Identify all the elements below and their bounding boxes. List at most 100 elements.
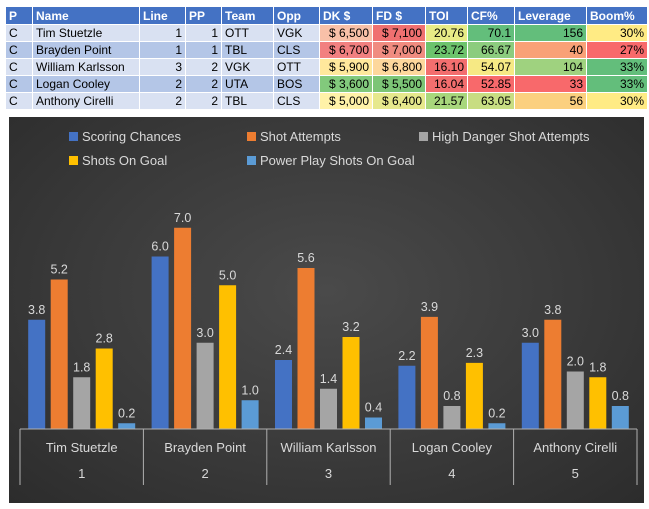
cell-toi: 21.57 xyxy=(425,92,468,110)
cell-line: 1 xyxy=(139,41,186,59)
bar-shots-on-goal xyxy=(342,337,360,429)
data-label: 3.0 xyxy=(196,326,213,340)
cell-opp: VGK xyxy=(273,24,320,42)
header-cf-pct: CF% xyxy=(467,6,515,25)
legend-label: Scoring Chances xyxy=(82,129,181,144)
cell-leverage: 56 xyxy=(514,92,587,110)
cell-toi: 20.76 xyxy=(425,24,468,42)
bar-power-play-shots-on-goal xyxy=(241,400,259,429)
cell-pp: 1 xyxy=(185,24,222,42)
cell-leverage: 104 xyxy=(514,58,587,76)
cell-fd-salary: $ 5,500 xyxy=(372,75,426,93)
data-label: 3.0 xyxy=(522,326,539,340)
header-pp: PP xyxy=(185,6,222,25)
bar-scoring-chances xyxy=(398,365,416,429)
cell-leverage: 33 xyxy=(514,75,587,93)
bar-shot-attempts xyxy=(50,279,68,429)
bar-high-danger-shot-attempts xyxy=(196,342,214,429)
data-label: 3.2 xyxy=(342,320,359,334)
x-tick-label: William Karlsson xyxy=(280,440,376,455)
header-opp: Opp xyxy=(273,6,320,25)
cell-pp: 1 xyxy=(185,41,222,59)
cell-boom-pct: 27% xyxy=(586,41,648,59)
data-label: 7.0 xyxy=(174,211,191,225)
cell-team: TBL xyxy=(221,41,274,59)
cell-name: Anthony Cirelli xyxy=(32,92,140,110)
bar-shot-attempts xyxy=(420,316,438,429)
cell-cf-pct: 63.05 xyxy=(467,92,515,110)
cell-position: C xyxy=(5,24,33,42)
cell-line: 3 xyxy=(139,58,186,76)
cell-cf-pct: 70.1 xyxy=(467,24,515,42)
cell-fd-salary: $ 7,100 xyxy=(372,24,426,42)
cell-cf-pct: 66.67 xyxy=(467,41,515,59)
data-label: 6.0 xyxy=(151,240,168,254)
cell-toi: 23.72 xyxy=(425,41,468,59)
bar-high-danger-shot-attempts xyxy=(443,406,461,429)
cell-opp: CLS xyxy=(273,92,320,110)
cell-name: William Karlsson xyxy=(32,58,140,76)
cell-dk-salary: $ 6,700 xyxy=(319,41,373,59)
data-label: 1.4 xyxy=(320,372,337,386)
cell-fd-salary: $ 7,000 xyxy=(372,41,426,59)
cell-dk-salary: $ 5,900 xyxy=(319,58,373,76)
bar-high-danger-shot-attempts xyxy=(73,377,91,429)
cell-line: 1 xyxy=(139,24,186,42)
cell-opp: BOS xyxy=(273,75,320,93)
bar-scoring-chances xyxy=(28,319,46,429)
cell-fd-salary: $ 6,400 xyxy=(372,92,426,110)
data-label: 1.8 xyxy=(73,360,90,374)
cell-fd-salary: $ 6,800 xyxy=(372,58,426,76)
cell-leverage: 156 xyxy=(514,24,587,42)
legend-label: Shots On Goal xyxy=(82,153,167,168)
legend-label: High Danger Shot Attempts xyxy=(432,129,590,144)
data-label: 2.4 xyxy=(275,343,292,357)
header-leverage: Leverage xyxy=(514,6,587,25)
data-label: 0.8 xyxy=(612,389,629,403)
cell-name: Brayden Point xyxy=(32,41,140,59)
cell-boom-pct: 30% xyxy=(586,24,648,42)
table-row: C Tim Stuetzle 1 1 OTT VGK $ 6,500 $ 7,100 20.76… xyxy=(5,24,648,42)
cell-opp: CLS xyxy=(273,41,320,59)
bar-shots-on-goal xyxy=(589,377,607,429)
data-label: 1.8 xyxy=(589,360,606,374)
cell-team: OTT xyxy=(221,24,274,42)
data-label: 5.2 xyxy=(51,263,68,277)
cell-leverage: 40 xyxy=(514,41,587,59)
cell-position: C xyxy=(5,41,33,59)
cell-pp: 2 xyxy=(185,58,222,76)
header-team: Team xyxy=(221,6,274,25)
x-tick-sublabel: 4 xyxy=(448,466,455,481)
data-label: 2.2 xyxy=(398,349,415,363)
cell-boom-pct: 33% xyxy=(586,75,648,93)
legend-swatch xyxy=(69,156,78,165)
data-label: 0.2 xyxy=(488,406,505,420)
cell-dk-salary: $ 6,500 xyxy=(319,24,373,42)
data-label: 5.6 xyxy=(297,251,314,265)
cell-cf-pct: 54.07 xyxy=(467,58,515,76)
legend-swatch xyxy=(247,132,256,141)
bar-high-danger-shot-attempts xyxy=(320,388,337,429)
table-row: C Brayden Point 1 1 TBL CLS $ 6,700 $ 7,000 23.7… xyxy=(5,41,648,59)
cell-cf-pct: 52.85 xyxy=(467,75,515,93)
x-tick-sublabel: 1 xyxy=(78,466,85,481)
bar-shots-on-goal xyxy=(465,362,483,429)
legend-swatch xyxy=(419,132,428,141)
data-label: 5.0 xyxy=(219,268,236,282)
data-label: 2.8 xyxy=(96,332,113,346)
legend-swatch xyxy=(247,156,256,165)
cell-position: C xyxy=(5,75,33,93)
x-tick-sublabel: 3 xyxy=(325,466,332,481)
data-label: 2.3 xyxy=(466,346,483,360)
table-row: C Logan Cooley 2 2 UTA BOS $ 3,600 $ 5,500 16.04… xyxy=(5,75,648,93)
bar-shot-attempts xyxy=(544,319,562,429)
data-label: 0.2 xyxy=(118,406,135,420)
bar-power-play-shots-on-goal xyxy=(118,423,136,429)
data-label: 2.0 xyxy=(567,355,584,369)
cell-name: Logan Cooley xyxy=(32,75,140,93)
bar-scoring-chances xyxy=(151,256,169,429)
header-name: Name xyxy=(32,6,140,25)
chart-area: Scoring Chances Shot Attempts High Danger … xyxy=(9,117,644,503)
data-label: 3.8 xyxy=(544,303,561,317)
cell-dk-salary: $ 3,600 xyxy=(319,75,373,93)
